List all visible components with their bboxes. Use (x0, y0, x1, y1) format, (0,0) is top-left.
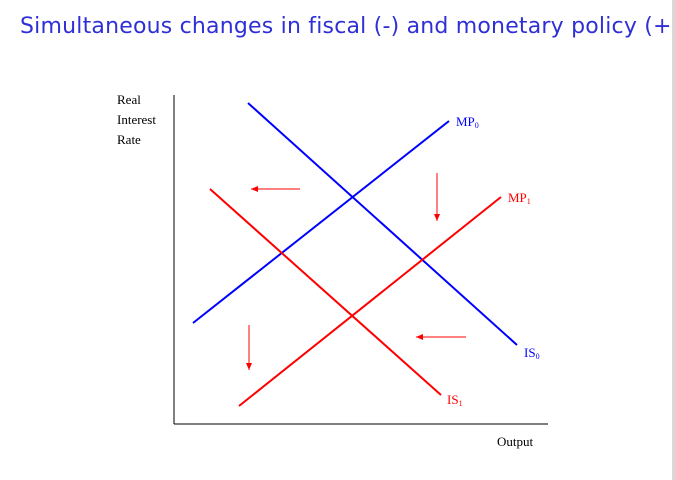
is1-curve (209, 188, 442, 396)
mp1-label: MP1 (508, 190, 531, 206)
is0-label: IS0 (524, 345, 540, 361)
slide-right-border (672, 0, 675, 480)
x-axis-label: Output (497, 434, 534, 449)
is1-label: IS1 (447, 392, 463, 408)
is0-curve (247, 102, 518, 346)
y-axis-label-line-2: Interest (117, 112, 156, 127)
y-axis-label-line-1: Real (117, 92, 141, 107)
mp1-curve (238, 196, 502, 407)
mp0-label: MP0 (456, 114, 479, 130)
slide-title: Simultaneous changes in fiscal (-) and m… (20, 14, 675, 39)
mp0-curve (192, 120, 450, 324)
y-axis-label-line-3: Rate (117, 132, 141, 147)
